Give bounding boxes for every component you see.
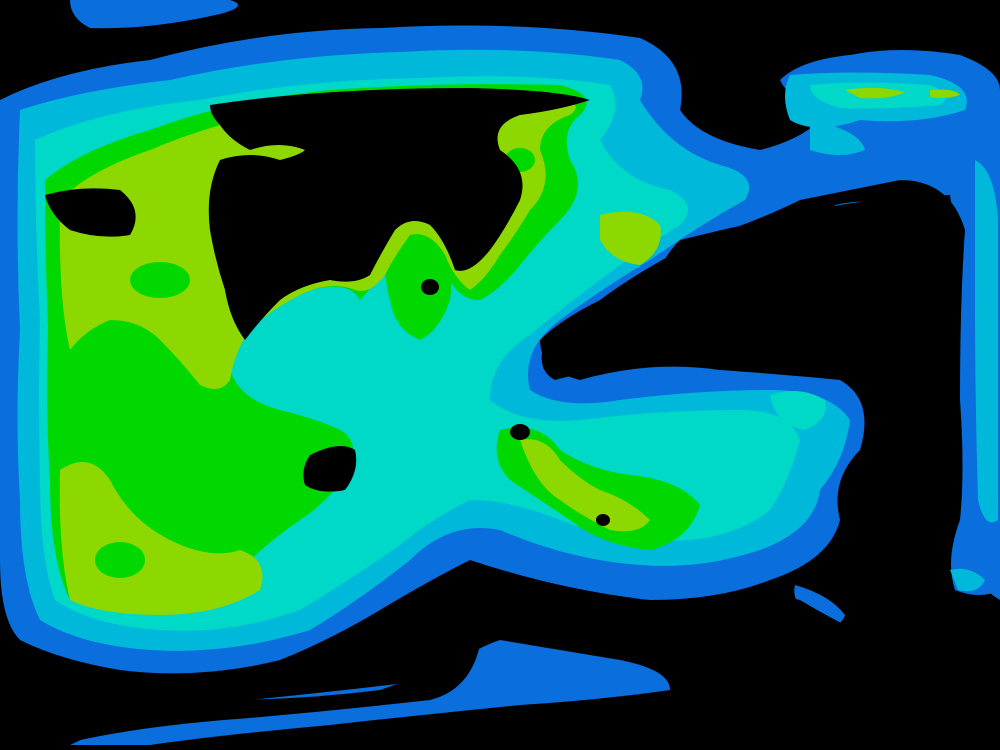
right-void-region [541, 313, 850, 380]
right-top-small-region [930, 89, 960, 99]
small-void-4 [874, 522, 886, 542]
top-void-region [260, 0, 770, 70]
lower-right-region [520, 439, 650, 532]
hole-1 [130, 262, 190, 298]
hole-4 [95, 542, 145, 578]
bottom-void-region [0, 640, 480, 745]
small-void-1 [510, 424, 530, 440]
left-edge-region [0, 300, 18, 450]
upper-left-void-region [45, 188, 136, 237]
lower-void-region [303, 446, 357, 492]
right-upper-void-region [657, 195, 960, 335]
right-mid-region [810, 120, 865, 155]
small-void-3 [421, 279, 439, 295]
hole-3 [170, 498, 230, 542]
right-top-region [845, 87, 905, 99]
top-right-void-region [770, 0, 1000, 70]
bottom-right-void-region [670, 595, 1000, 750]
center-arm-region [385, 228, 452, 340]
upper-right-region [600, 211, 661, 265]
upper-void-region [208, 88, 590, 340]
right-bottom-region [950, 568, 985, 592]
top-strip-region [70, 0, 238, 29]
lower-left-region [59, 462, 263, 615]
right-blob-bottom-region [794, 585, 845, 627]
right-blob-region [770, 391, 826, 430]
far-right-void-region [857, 366, 953, 560]
small-void-2 [596, 514, 610, 526]
right-edge-region [975, 160, 998, 523]
top-left-void-region [0, 0, 61, 90]
